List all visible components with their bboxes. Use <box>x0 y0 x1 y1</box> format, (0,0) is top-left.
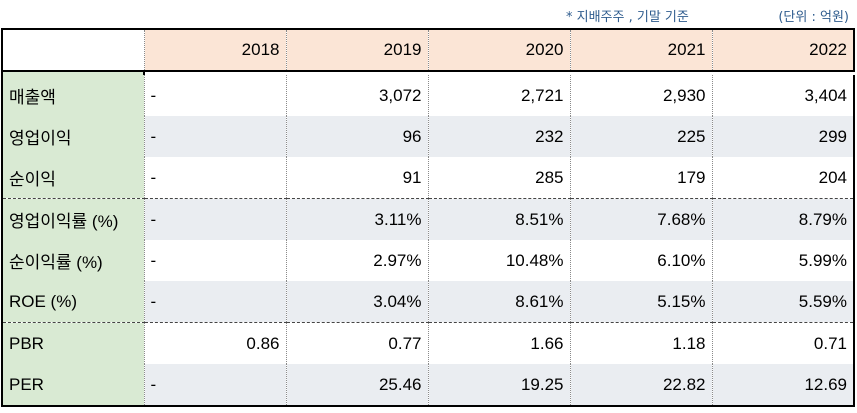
table-row: ROE (%) - 3.04% 8.61% 5.15% 5.59% <box>1 281 855 323</box>
table-cell: 19.25 <box>428 364 571 407</box>
basis-note: * 지배주주 , 기말 기준 <box>566 10 689 25</box>
table-cell: - <box>144 240 287 281</box>
table-cell: 1.66 <box>428 322 571 364</box>
year-header: 2018 <box>144 28 287 72</box>
corner-cell <box>1 28 145 72</box>
year-header: 2019 <box>286 28 429 72</box>
row-label: PBR <box>1 322 145 364</box>
table-cell: 225 <box>570 116 713 157</box>
row-label: PER <box>1 364 145 407</box>
table-row: 영업이익률 (%) - 3.11% 8.51% 7.68% 8.79% <box>1 198 855 240</box>
table-cell: 1.18 <box>570 322 713 364</box>
row-label: 순이익률 (%) <box>1 240 145 281</box>
table-cell: - <box>144 75 287 116</box>
table-cell: 8.51% <box>428 198 571 240</box>
table-cell: 2,930 <box>570 75 713 116</box>
unit-note: (단위 : 억원) <box>778 10 849 25</box>
table-cell: 5.99% <box>712 240 855 281</box>
table-row: PER - 25.46 19.25 22.82 12.69 <box>1 364 855 407</box>
table-cell: 3.11% <box>286 198 429 240</box>
table-cell: 204 <box>712 157 855 199</box>
table-cell: 232 <box>428 116 571 157</box>
header-row: 2018 2019 2020 2021 2022 <box>1 28 855 72</box>
table-cell: - <box>144 157 287 199</box>
table-cell: 91 <box>286 157 429 199</box>
table-cell: 3,404 <box>712 75 855 116</box>
table-cell: 8.61% <box>428 281 571 323</box>
financial-table: 2018 2019 2020 2021 2022 매출액 - 3,072 2,7… <box>1 28 855 407</box>
table-cell: 10.48% <box>428 240 571 281</box>
year-header: 2022 <box>712 28 855 72</box>
table-row: 매출액 - 3,072 2,721 2,930 3,404 <box>1 75 855 116</box>
table-cell: 7.68% <box>570 198 713 240</box>
table-row: 순이익 - 91 285 179 204 <box>1 157 855 199</box>
table-cell: 25.46 <box>286 364 429 407</box>
table-cell: 0.71 <box>712 322 855 364</box>
table-cell: 3,072 <box>286 75 429 116</box>
table-cell: 6.10% <box>570 240 713 281</box>
table-cell: 96 <box>286 116 429 157</box>
table-cell: 2.97% <box>286 240 429 281</box>
table-cell: - <box>144 281 287 323</box>
table-cell: 8.79% <box>712 198 855 240</box>
table-cell: 0.86 <box>144 322 287 364</box>
table-cell: 299 <box>712 116 855 157</box>
row-label: 영업이익률 (%) <box>1 198 145 240</box>
table-cell: 12.69 <box>712 364 855 407</box>
table-cell: 179 <box>570 157 713 199</box>
row-label: 순이익 <box>1 157 145 199</box>
table-cell: 0.77 <box>286 322 429 364</box>
table-cell: 5.15% <box>570 281 713 323</box>
table-cell: 2,721 <box>428 75 571 116</box>
year-header: 2021 <box>570 28 713 72</box>
table-cell: 285 <box>428 157 571 199</box>
year-header: 2020 <box>428 28 571 72</box>
table-row: 순이익률 (%) - 2.97% 10.48% 6.10% 5.99% <box>1 240 855 281</box>
table-row: PBR 0.86 0.77 1.66 1.18 0.71 <box>1 322 855 364</box>
table-cell: 5.59% <box>712 281 855 323</box>
row-label: ROE (%) <box>1 281 145 323</box>
table-cell: - <box>144 116 287 157</box>
table-row: 영업이익 - 96 232 225 299 <box>1 116 855 157</box>
table-notes: * 지배주주 , 기말 기준 (단위 : 억원) <box>0 6 857 26</box>
table-cell: - <box>144 364 287 407</box>
table-cell: 3.04% <box>286 281 429 323</box>
table-cell: - <box>144 198 287 240</box>
row-label: 영업이익 <box>1 116 145 157</box>
table-cell: 22.82 <box>570 364 713 407</box>
row-label: 매출액 <box>1 75 145 116</box>
